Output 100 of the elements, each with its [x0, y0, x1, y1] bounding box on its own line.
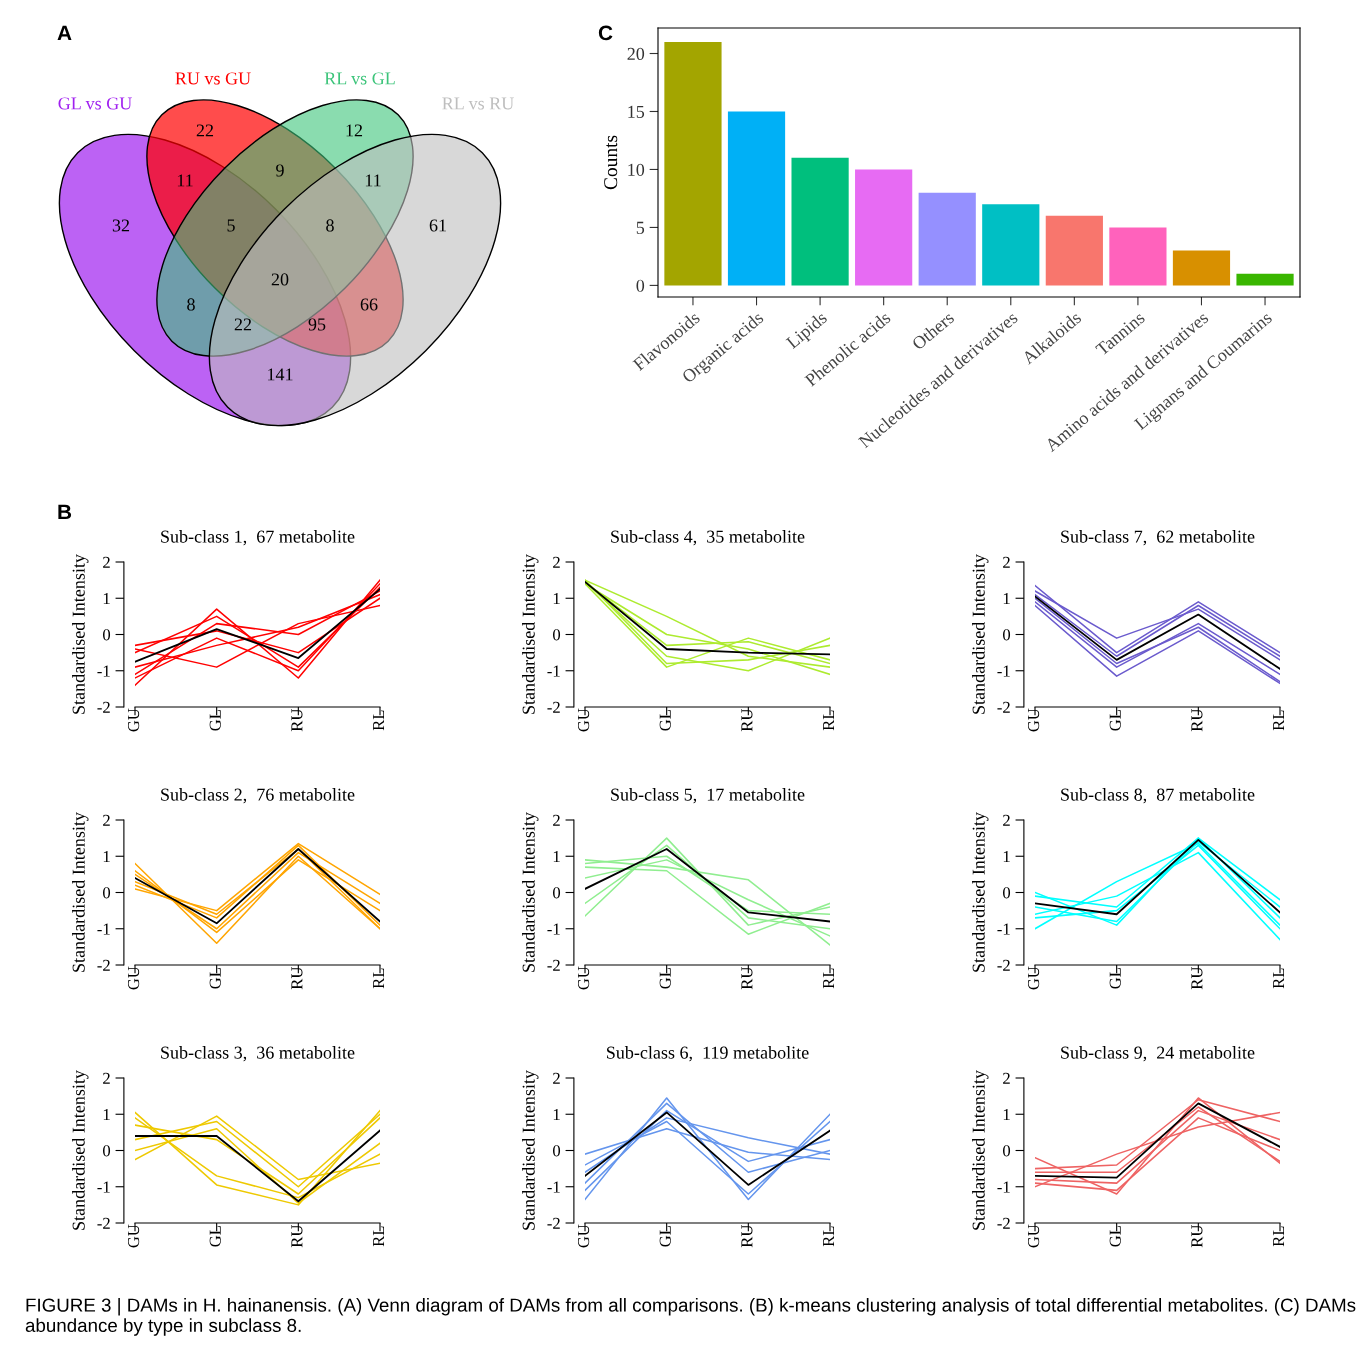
y-axis-title: Standardised Intensity — [522, 1070, 539, 1230]
y-tick-label: 1 — [553, 593, 560, 605]
chart-title: Sub-class 9, 24 metabolite — [1061, 1046, 1255, 1062]
x-tick-label: RL — [1273, 1226, 1285, 1247]
y-tick-label: -2 — [97, 959, 110, 971]
chart-title: Sub-class 2, 76 metabolite — [161, 788, 355, 804]
x-tick-label: RU — [291, 966, 303, 990]
y-tick-label: 0 — [553, 887, 561, 899]
y-tick-label: 0 — [1003, 1145, 1011, 1157]
text: 12 — [346, 124, 363, 137]
y-tick-label: -1 — [997, 1181, 1010, 1193]
x-tick-label: GL — [1109, 1226, 1121, 1247]
x-tick-label: RU — [741, 1224, 753, 1248]
y-axis-title: Standardised Intensity — [522, 812, 539, 972]
x-tick-label: GL — [659, 710, 671, 731]
text: 141 — [268, 368, 293, 381]
y-tick-label: -1 — [97, 665, 110, 677]
y-tick-label: -2 — [97, 701, 110, 713]
x-tick-label: RU — [741, 966, 753, 990]
chart-title: Sub-class 7, 62 metabolite — [1061, 530, 1255, 546]
y-tick-label: -1 — [547, 1181, 560, 1193]
y-tick-label: 2 — [1003, 1072, 1010, 1084]
y-tick-label: 1 — [553, 851, 560, 863]
x-tick-label: GL — [209, 968, 221, 989]
text: B — [58, 504, 72, 520]
y-tick-label: 0 — [636, 279, 645, 292]
text: 11 — [365, 174, 381, 187]
legend-label: RL vs GL — [324, 72, 395, 85]
x-tick-label: GL — [1109, 710, 1121, 731]
x-tick-label: RL — [1273, 710, 1285, 731]
y-tick-label: 0 — [1003, 629, 1011, 641]
x-tick-label: GU — [577, 966, 590, 990]
x-tick-label: RU — [1191, 966, 1203, 990]
y-tick-label: -2 — [997, 959, 1010, 971]
y-tick-label: 0 — [553, 629, 561, 641]
y-tick-label: 2 — [1003, 814, 1010, 826]
y-axis-title: Standardised Intensity — [972, 554, 989, 714]
x-tick-label: GL — [1109, 968, 1121, 989]
y-axis-title: Standardised Intensity — [972, 812, 989, 972]
y-tick-label: 10 — [628, 163, 645, 176]
y-tick-label: 2 — [553, 1072, 560, 1084]
y-tick-label: 1 — [1003, 851, 1010, 863]
y-tick-label: 15 — [628, 105, 645, 118]
y-tick-label: -1 — [997, 665, 1010, 677]
x-tick-label: RL — [823, 710, 835, 731]
y-axis-title: Standardised Intensity — [72, 554, 89, 714]
chart-title: Sub-class 5, 17 metabolite — [611, 788, 805, 804]
x-tick-label: RL — [373, 968, 385, 989]
x-tick-label: RL — [373, 710, 385, 731]
y-tick-label: 5 — [636, 221, 645, 234]
text: 8 — [326, 219, 334, 232]
y-tick-label: 2 — [103, 814, 110, 826]
x-tick-label: GL — [209, 710, 221, 731]
x-tick-label: RL — [823, 1226, 835, 1247]
y-tick-label: -1 — [997, 923, 1010, 935]
x-tick-label: GU — [1027, 1224, 1040, 1248]
chart-title: Sub-class 6, 119 metabolite — [607, 1046, 809, 1062]
y-tick-label: 1 — [103, 851, 110, 863]
y-tick-label: -1 — [547, 665, 560, 677]
text: 32 — [112, 219, 130, 232]
y-tick-label: 0 — [103, 629, 111, 641]
x-tick-label: RL — [373, 1226, 385, 1247]
x-tick-label: RU — [1191, 708, 1203, 732]
x-tick-label: GU — [127, 966, 140, 990]
y-tick-label: 2 — [553, 556, 560, 568]
y-tick-label: 0 — [103, 887, 111, 899]
text: C — [598, 25, 613, 41]
text: 9 — [276, 164, 284, 177]
y-tick-label: 1 — [553, 1109, 560, 1121]
x-tick-label: GL — [659, 1226, 671, 1247]
text: 22 — [196, 124, 214, 137]
y-tick-label: 1 — [1003, 593, 1010, 605]
y-tick-label: 2 — [1003, 556, 1010, 568]
y-tick-label: 2 — [103, 556, 110, 568]
chart-title: Sub-class 4, 35 metabolite — [611, 530, 805, 546]
x-tick-label: GU — [577, 1224, 590, 1248]
x-tick-label: RU — [741, 708, 753, 732]
chart-title: Sub-class 1, 67 metabolite — [161, 530, 355, 546]
y-tick-label: -2 — [547, 959, 560, 971]
y-tick-label: 20 — [627, 47, 645, 60]
y-tick-label: 0 — [103, 1145, 111, 1157]
y-tick-label: -2 — [547, 701, 560, 713]
x-tick-label: GU — [1027, 966, 1040, 990]
y-axis-title: Counts — [604, 135, 618, 190]
chart-title: Sub-class 3, 36 metabolite — [161, 1046, 355, 1062]
chart-title: Sub-class 8, 87 metabolite — [1061, 788, 1255, 804]
y-tick-label: -2 — [97, 1217, 110, 1229]
text: 5 — [227, 219, 235, 232]
x-tick-label: GU — [577, 708, 590, 732]
x-tick-label: GL — [659, 968, 671, 989]
x-tick-label: RU — [291, 708, 303, 732]
x-tick-label: GL — [209, 1226, 221, 1247]
x-tick-label: RU — [1191, 1224, 1203, 1248]
text: 61 — [429, 219, 446, 232]
y-axis-title: Standardised Intensity — [522, 554, 539, 714]
y-tick-label: -2 — [547, 1217, 560, 1229]
legend-label: RL vs RU — [442, 97, 514, 110]
y-tick-label: 1 — [103, 593, 110, 605]
text: 11 — [177, 174, 193, 187]
y-tick-label: 2 — [553, 814, 560, 826]
